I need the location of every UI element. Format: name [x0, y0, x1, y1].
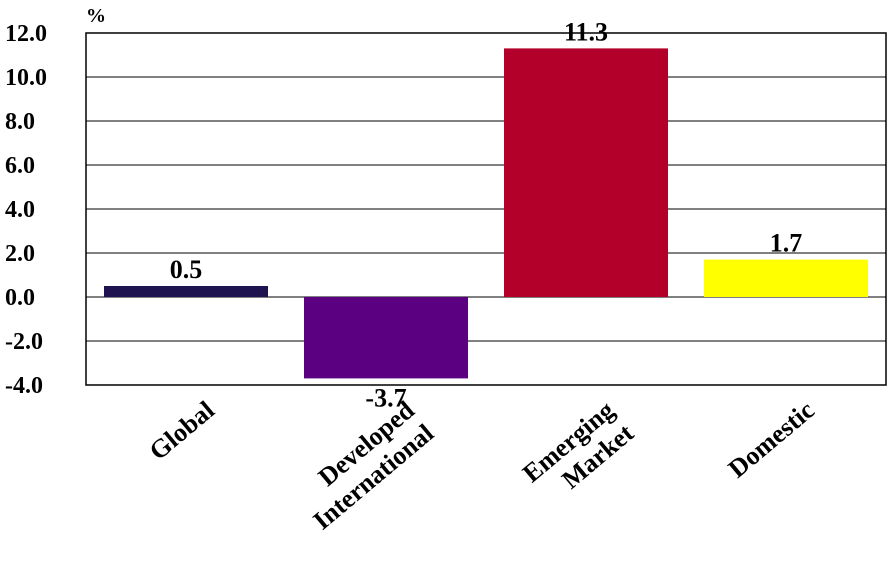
y-tick-label: 4.0 [5, 197, 35, 223]
y-tick-label: 12.0 [5, 21, 47, 47]
y-tick-label: 0.0 [5, 285, 35, 311]
y-tick-label: 10.0 [5, 65, 47, 91]
bars [104, 48, 868, 379]
data-label: 1.7 [770, 229, 803, 258]
axes [85, 32, 887, 386]
x-tick-label-line: Global [144, 395, 220, 466]
bar [104, 286, 268, 297]
gridlines [86, 32, 886, 386]
bar [704, 259, 868, 297]
y-tick-label: 8.0 [5, 109, 35, 135]
x-tick-label: Domestic [723, 395, 820, 483]
y-tick-label: -4.0 [5, 373, 43, 399]
y-tick-label: -2.0 [5, 329, 43, 355]
labels: -4.0 -2.0 0.0 2.0 4.0 6.0 8.0 10.0 12.0 0.5 Global… [5, 17, 820, 535]
bar [304, 297, 468, 379]
y-tick-label: 6.0 [5, 153, 35, 179]
data-label: -3.7 [365, 383, 406, 412]
y-tick-label: 2.0 [5, 241, 35, 267]
bar [504, 48, 668, 298]
x-tick-label-line: Domestic [723, 395, 820, 483]
plot-frame [85, 32, 887, 386]
x-tick-label: Global [144, 395, 220, 466]
unit-label: % [86, 5, 106, 27]
data-label: 11.3 [564, 17, 608, 46]
data-label: 0.5 [170, 255, 203, 284]
